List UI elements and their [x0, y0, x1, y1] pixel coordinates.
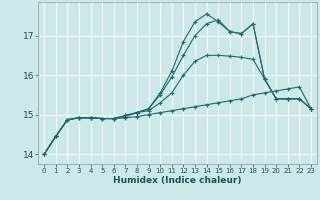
X-axis label: Humidex (Indice chaleur): Humidex (Indice chaleur)	[113, 176, 242, 185]
